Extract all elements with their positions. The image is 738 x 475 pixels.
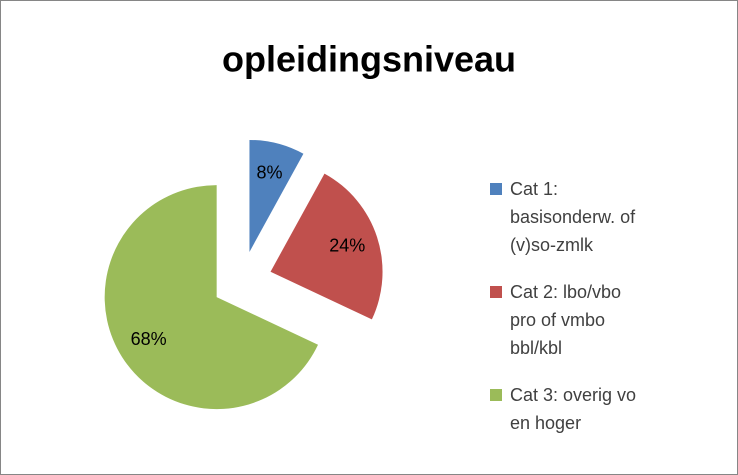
pie-slice xyxy=(104,185,319,410)
chart-title: opleidingsniveau xyxy=(222,39,516,80)
legend-swatch xyxy=(490,389,502,401)
legend-item: Cat 3: overig vo en hoger xyxy=(490,381,650,437)
legend-label: Cat 2: lbo/vbo pro of vmbo bbl/kbl xyxy=(510,282,622,358)
pie-slice xyxy=(249,139,304,252)
data-label: 24% xyxy=(329,236,365,256)
legend-swatch xyxy=(490,286,502,298)
legend-label: Cat 1: basisonderw. of (v)so-zmlk xyxy=(510,179,636,255)
legend-swatch xyxy=(490,183,502,195)
data-label: 68% xyxy=(131,329,167,349)
legend-label: Cat 3: overig vo en hoger xyxy=(510,385,637,433)
legend-item: Cat 2: lbo/vbo pro of vmbo bbl/kbl xyxy=(490,278,650,362)
legend-item: Cat 1: basisonderw. of (v)so-zmlk xyxy=(490,175,650,259)
data-label: 8% xyxy=(257,163,283,183)
pie-slice xyxy=(270,173,383,320)
legend: Cat 1: basisonderw. of (v)so-zmlk Cat 2: … xyxy=(490,175,650,456)
